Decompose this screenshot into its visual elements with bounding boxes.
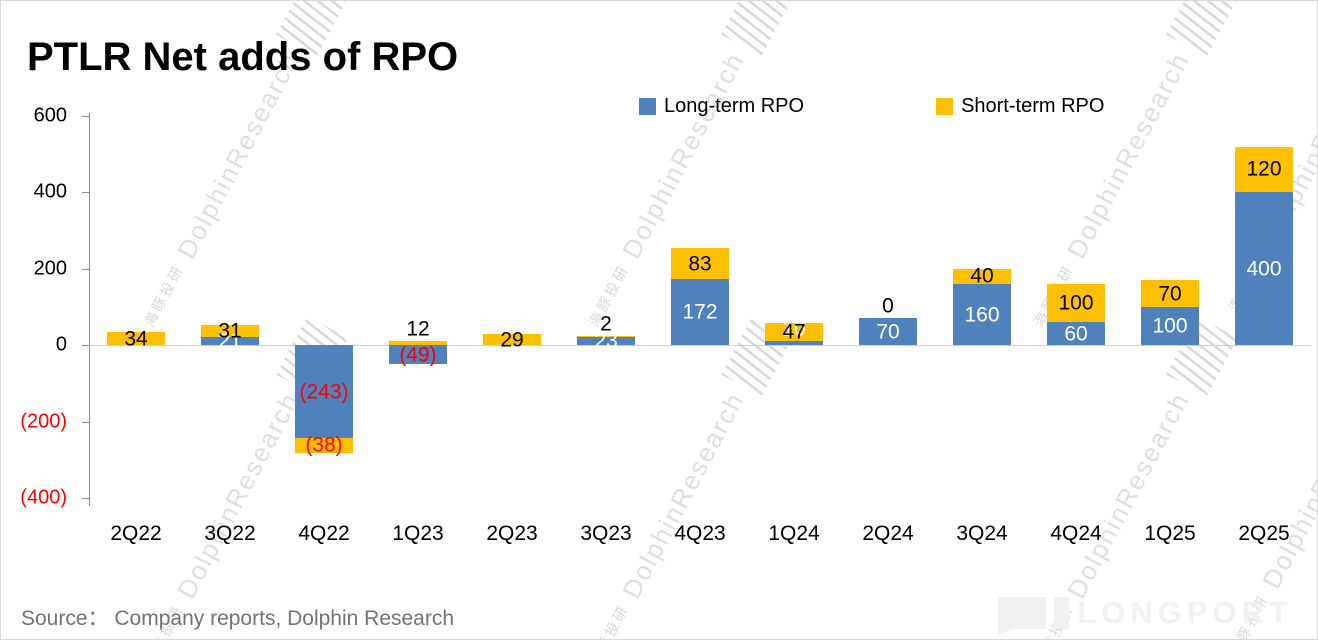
short-term-swatch-icon	[936, 98, 954, 115]
bar-value-label-short-4Q22: (38)	[305, 433, 343, 457]
bar-value-label-short-4Q23: 83	[688, 252, 712, 276]
bar-segment-long-2Q24	[859, 318, 917, 346]
x-axis-label-2Q25: 2Q25	[1238, 522, 1290, 545]
x-axis-label-3Q22: 3Q22	[204, 522, 256, 545]
y-axis-tick	[82, 268, 89, 270]
bar-segment-long-1Q24	[765, 341, 823, 346]
bar-value-label-long-2Q24: 70	[876, 320, 900, 344]
chart-title: PTLR Net adds of RPO	[27, 35, 459, 79]
y-tick-label: 200	[33, 257, 67, 280]
bar-value-label-long-4Q23: 172	[682, 300, 718, 324]
bar-segment-short-2Q25	[1235, 146, 1293, 193]
x-axis-label-3Q23: 3Q23	[580, 522, 632, 545]
longport-logo-text: LONGPORT	[1077, 595, 1293, 630]
bar-segment-long-2Q25	[1235, 192, 1293, 346]
bar-value-label-long-1Q24: 10	[782, 317, 806, 341]
bar-segment-short-4Q22	[295, 438, 353, 453]
bar-value-label-long-4Q22: (243)	[299, 380, 349, 404]
bar-value-label-long-1Q25: 100	[1152, 314, 1188, 338]
bar-value-label-short-3Q24: 40	[970, 264, 994, 288]
legend-label-long-term: Long-term RPO	[664, 95, 805, 117]
bar-value-label-long-3Q24: 160	[964, 303, 1000, 327]
legend-item-long-term: Long-term RPO	[639, 95, 804, 118]
x-axis-label-2Q24: 2Q24	[862, 522, 914, 545]
bar-segment-long-4Q24	[1047, 322, 1105, 346]
x-axis-label-1Q25: 1Q25	[1144, 522, 1196, 545]
bar-value-label-short-1Q24: 47	[782, 320, 806, 344]
y-axis-tick	[82, 498, 89, 499]
bar-segment-short-2Q22	[107, 332, 165, 346]
bar-value-label-long-3Q23: 23	[594, 329, 618, 353]
bar-value-label-short-2Q24: 0	[882, 294, 894, 318]
longport-bubble-icon	[998, 597, 1047, 636]
bar-segment-short-1Q23	[389, 340, 447, 346]
bar-segment-short-3Q22	[201, 325, 259, 338]
legend-item-short-term: Short-term RPO	[936, 95, 1104, 118]
bar-value-label-long-2Q25: 400	[1246, 257, 1282, 281]
bar-segment-short-1Q24	[765, 323, 823, 342]
x-axis-label-3Q24: 3Q24	[956, 522, 1008, 545]
y-tick-label: (400)	[20, 486, 67, 509]
x-axis-label-4Q24: 4Q24	[1050, 522, 1102, 545]
bar-value-label-short-1Q25: 70	[1158, 282, 1182, 306]
legend: Long-term RPO Short-term RPO	[639, 95, 1104, 118]
x-axis-label-2Q22: 2Q22	[110, 522, 162, 545]
bar-segment-long-1Q25	[1141, 307, 1199, 346]
bar-segment-short-1Q25	[1141, 280, 1199, 307]
bar-segment-long-4Q22	[295, 345, 353, 438]
bar-segment-short-3Q23	[577, 335, 635, 337]
y-axis-tick	[82, 116, 89, 117]
long-term-swatch-icon	[639, 98, 656, 115]
bar-segment-short-2Q23	[483, 334, 541, 346]
y-tick-label: 0	[55, 333, 67, 356]
bar-value-label-short-3Q23: 2	[600, 312, 612, 336]
y-axis-line	[89, 113, 90, 506]
y-tick-label: 400	[33, 180, 67, 203]
bar-segment-long-4Q23	[671, 279, 729, 346]
bar-segment-short-4Q24	[1047, 284, 1105, 323]
source-caption: Source： Company reports, Dolphin Researc…	[21, 607, 455, 630]
zero-axis-line	[89, 345, 1311, 347]
x-axis-label-1Q23: 1Q23	[392, 522, 444, 545]
y-axis-tick	[82, 192, 89, 194]
x-axis-label-2Q23: 2Q23	[486, 522, 538, 545]
longport-bar-icon	[1054, 597, 1070, 629]
y-tick-label: (200)	[20, 410, 67, 433]
bar-value-label-short-2Q25: 120	[1246, 157, 1282, 181]
longport-logo: LONGPORT	[998, 595, 1293, 636]
bar-value-label-short-3Q22: 31	[218, 319, 242, 343]
bar-value-label-short-2Q22: 34	[124, 327, 148, 351]
bar-value-label-long-4Q24: 60	[1064, 322, 1088, 346]
bar-segment-long-3Q24	[953, 284, 1011, 346]
bar-value-label-short-1Q23: 12	[406, 317, 430, 341]
bar-segment-long-3Q23	[577, 336, 635, 346]
y-axis-tick	[82, 345, 89, 347]
bar-segment-short-4Q23	[671, 247, 729, 280]
x-axis-label-4Q23: 4Q23	[674, 522, 726, 545]
legend-label-short-term: Short-term RPO	[961, 95, 1105, 117]
x-axis-label-1Q24: 1Q24	[768, 522, 820, 545]
x-axis-label-4Q22: 4Q22	[298, 522, 350, 545]
bar-value-label-short-4Q24: 100	[1058, 291, 1094, 315]
bar-value-label-short-2Q23: 29	[500, 328, 524, 352]
bar-segment-long-1Q23	[389, 345, 447, 364]
bar-segment-long-3Q22	[201, 337, 259, 346]
y-axis-tick	[82, 421, 89, 423]
bar-value-label-long-3Q22: 21	[218, 329, 242, 353]
bar-value-label-long-1Q23: (49)	[399, 343, 437, 367]
y-tick-label: 600	[33, 104, 67, 127]
bar-segment-short-3Q24	[953, 268, 1011, 285]
